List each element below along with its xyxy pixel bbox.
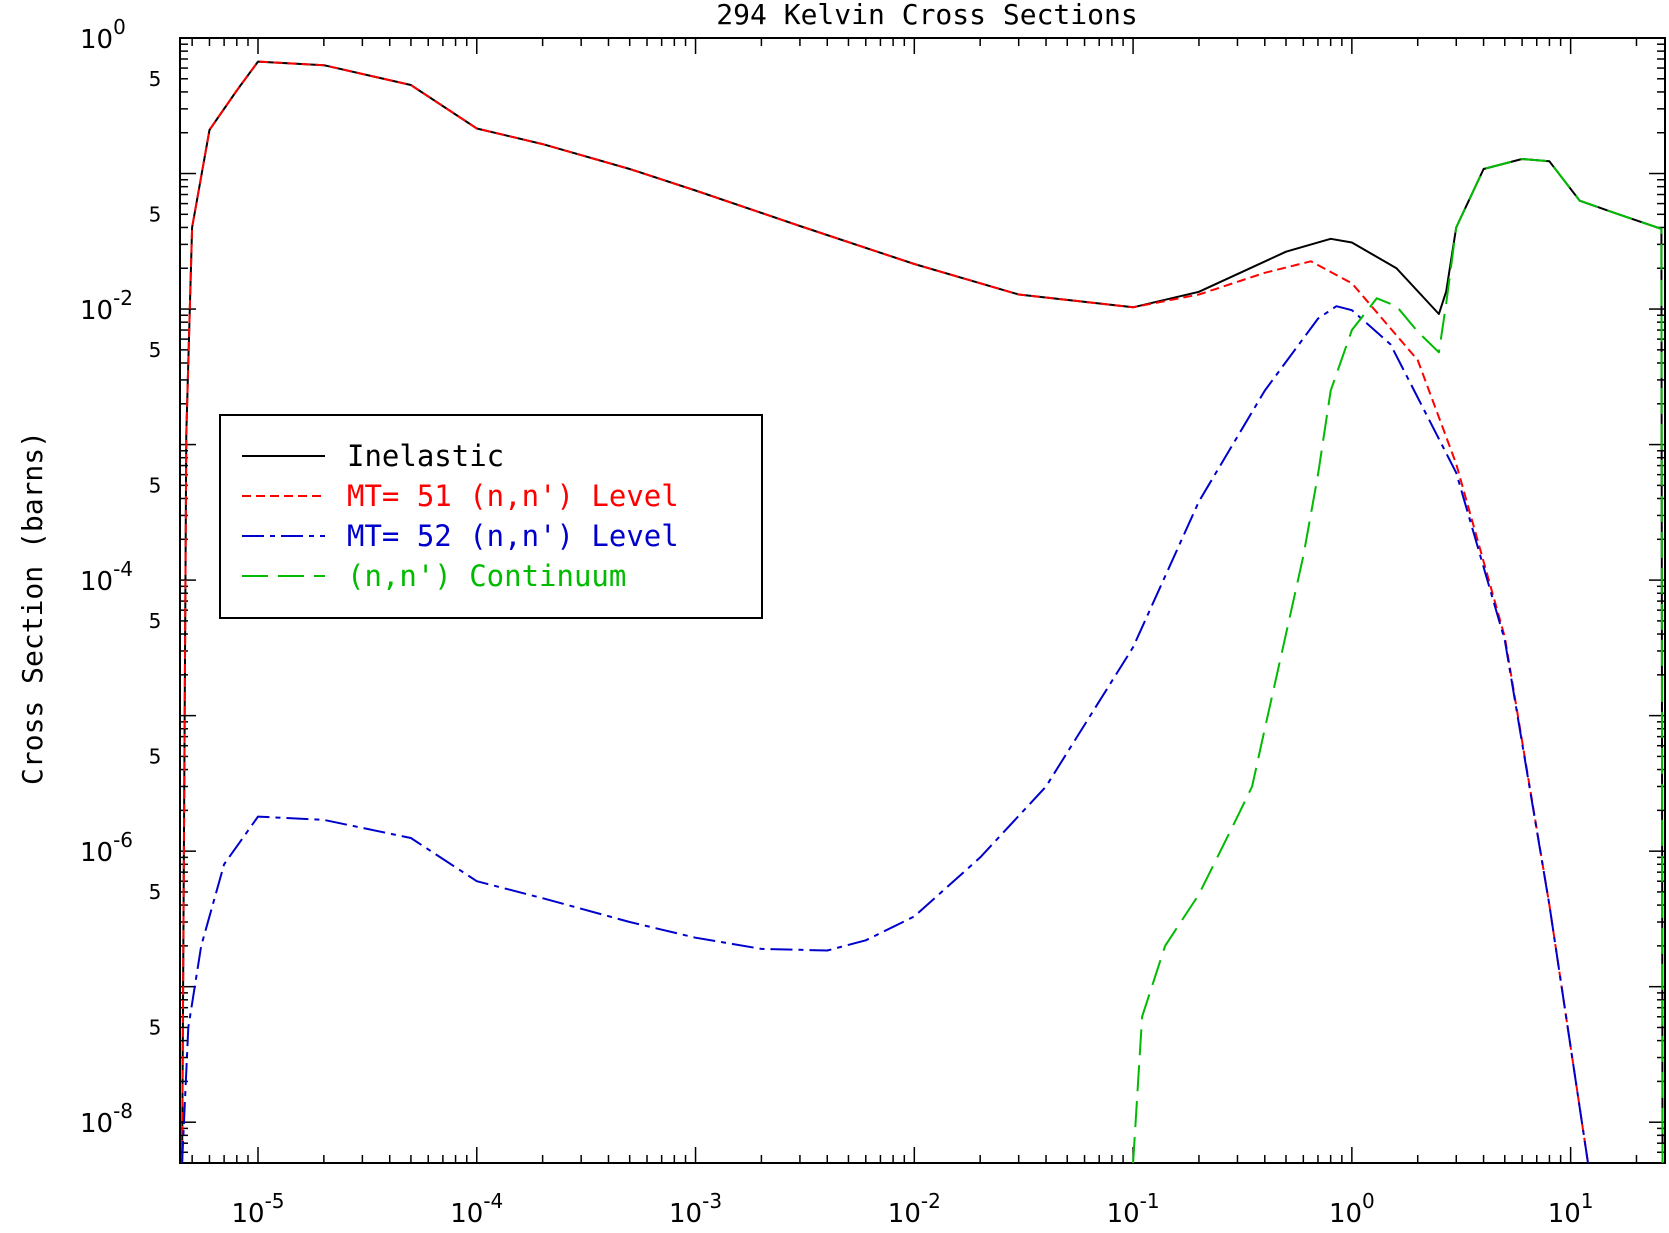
y-minor-tick-label: 5 xyxy=(149,473,162,497)
y-tick-label: 10-8 xyxy=(80,1099,133,1139)
axis-tick-labels: 10-5 10-4 10-3 10-2 10-1 100 101 100 10-2 10-4 10-… xyxy=(80,15,1594,1229)
y-tick-label: 10-2 xyxy=(80,286,133,326)
legend: Inelastic MT= 51 (n,n') Level MT= 52 (n,n'… xyxy=(219,414,763,619)
y-tick-label: 100 xyxy=(80,15,126,55)
chart-title: 294 Kelvin Cross Sections xyxy=(716,0,1137,31)
series-line-3 xyxy=(181,305,1589,1163)
x-tick-label: 10-2 xyxy=(888,1189,941,1229)
y-minor-tick-label: 5 xyxy=(149,609,162,633)
x-tick-label: 10-1 xyxy=(1107,1189,1160,1229)
x-tick-label: 10-4 xyxy=(450,1189,503,1229)
legend-label-3: MT= 52 (n,n') Level xyxy=(347,519,679,553)
legend-label-1: Inelastic xyxy=(347,439,504,473)
series-lines xyxy=(181,60,1664,1163)
legend-label-4: (n,n') Continuum xyxy=(347,559,626,593)
x-tick-label: 101 xyxy=(1548,1189,1594,1229)
legend-box xyxy=(219,414,763,619)
series-line-2 xyxy=(181,60,1589,1163)
y-minor-tick-label: 5 xyxy=(149,1015,162,1039)
x-tick-label: 10-5 xyxy=(231,1189,284,1229)
y-axis-label: Cross Section (barns) xyxy=(16,431,49,785)
series-line-4 xyxy=(1132,158,1664,1163)
y-tick-label: 10-4 xyxy=(80,557,133,597)
y-minor-tick-label: 5 xyxy=(149,67,162,91)
y-minor-tick-label: 5 xyxy=(149,202,162,226)
legend-label-2: MT= 51 (n,n') Level xyxy=(347,479,679,513)
x-tick-label: 100 xyxy=(1329,1189,1375,1229)
y-tick-label: 10-6 xyxy=(80,828,133,868)
y-minor-tick-label: 5 xyxy=(149,880,162,904)
y-minor-tick-label: 5 xyxy=(149,744,162,768)
y-minor-tick-label: 5 xyxy=(149,338,162,362)
x-tick-label: 10-3 xyxy=(669,1189,722,1229)
